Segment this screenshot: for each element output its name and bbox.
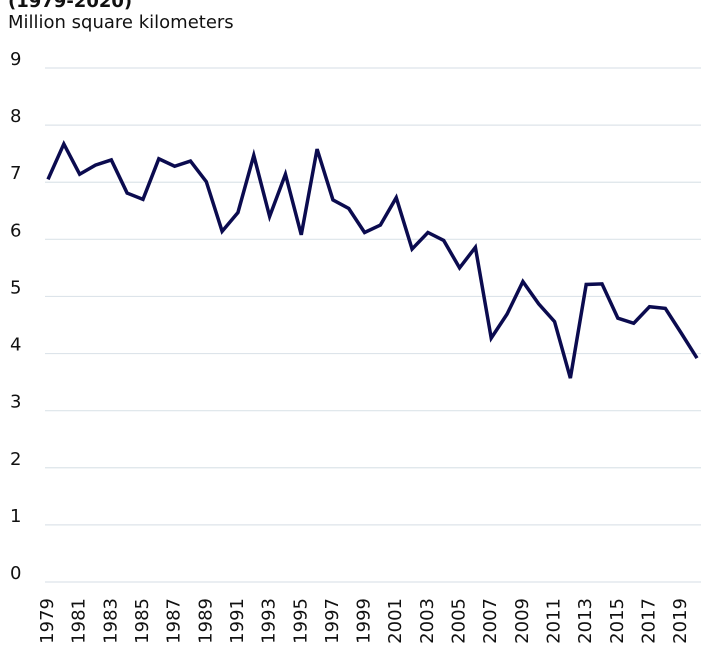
y-tick-label: 5 (10, 277, 21, 298)
x-tick-label: 2003 (417, 598, 438, 644)
chart-subtitle: Million square kilometers (8, 12, 234, 33)
x-tick-label: 1989 (195, 598, 216, 644)
x-tick-label: 1979 (37, 598, 58, 644)
x-tick-label: 1993 (259, 598, 280, 644)
x-tick-label: 2007 (480, 598, 501, 644)
y-tick-label: 9 (10, 49, 21, 70)
x-tick-label: 2019 (670, 598, 691, 644)
y-tick-label: 1 (10, 506, 21, 527)
data-line (46, 139, 699, 379)
y-tick-label: 4 (10, 335, 21, 356)
y-tick-label: 6 (10, 220, 21, 241)
y-tick-label: 8 (10, 106, 21, 127)
x-tick-label: 2001 (385, 598, 406, 644)
x-tick-label: 2013 (575, 598, 596, 644)
y-tick-label: 0 (10, 563, 21, 584)
x-tick-label: 2009 (512, 598, 533, 644)
x-tick-label: 1995 (290, 598, 311, 644)
x-tick-label: 1987 (164, 598, 185, 644)
x-tick-label: 2015 (607, 598, 628, 644)
chart-title: (1979-2020) (8, 0, 132, 12)
x-tick-label: 2011 (544, 598, 565, 644)
x-tick-label: 1991 (227, 598, 248, 644)
x-tick-label: 1981 (69, 598, 90, 644)
x-tick-label: 1999 (354, 598, 375, 644)
y-tick-label: 2 (10, 449, 21, 470)
x-tick-label: 2017 (639, 598, 660, 644)
x-tick-label: 1985 (132, 598, 153, 644)
y-tick-label: 3 (10, 392, 21, 413)
x-tick-label: 1983 (100, 598, 121, 644)
x-tick-label: 1997 (322, 598, 343, 644)
y-tick-label: 7 (10, 163, 21, 184)
x-tick-label: 2005 (449, 598, 470, 644)
